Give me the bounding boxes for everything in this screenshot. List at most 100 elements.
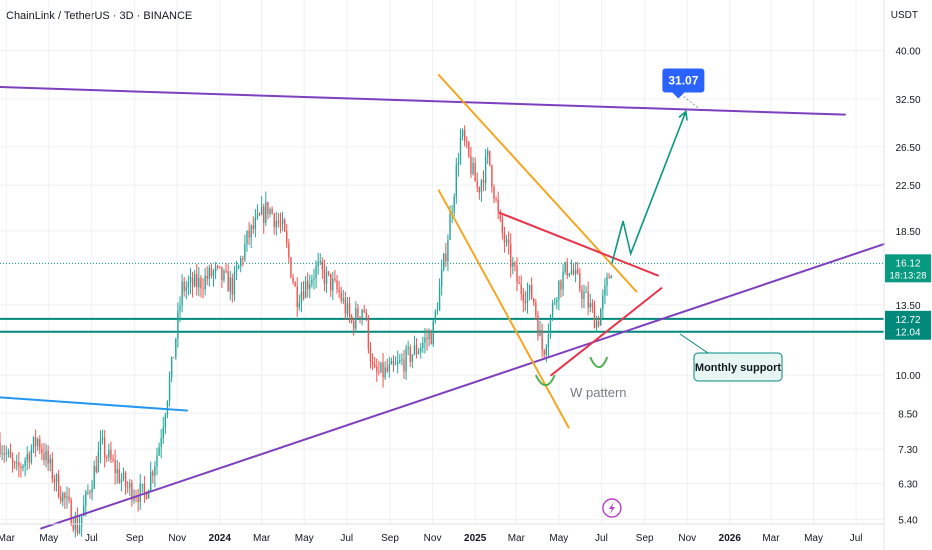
candle bbox=[401, 353, 403, 366]
candle-body bbox=[233, 271, 236, 295]
candle-body bbox=[30, 448, 33, 463]
candle bbox=[405, 344, 407, 381]
candle-body bbox=[93, 466, 95, 489]
candle bbox=[363, 304, 365, 314]
candle bbox=[112, 454, 114, 463]
candle bbox=[227, 264, 229, 292]
candle-body bbox=[137, 497, 139, 503]
candle-body bbox=[152, 471, 154, 476]
candle bbox=[579, 268, 581, 293]
candle-body bbox=[480, 180, 483, 193]
candle bbox=[60, 485, 62, 504]
candle-body bbox=[313, 278, 315, 280]
candle-body bbox=[474, 163, 476, 182]
candle bbox=[482, 170, 485, 192]
countdown-label: 18:13:28 bbox=[890, 270, 927, 281]
candle bbox=[455, 157, 458, 204]
candle-body bbox=[394, 363, 397, 365]
candle-body bbox=[189, 277, 192, 283]
candle-body bbox=[126, 487, 129, 489]
candle-body bbox=[45, 450, 47, 461]
candle-body bbox=[371, 361, 374, 365]
candle bbox=[22, 464, 24, 472]
candle bbox=[474, 157, 476, 182]
candle bbox=[267, 201, 269, 220]
candle bbox=[476, 172, 478, 193]
candle bbox=[7, 448, 10, 458]
candle bbox=[150, 461, 152, 493]
candle bbox=[237, 264, 240, 270]
candle-body bbox=[0, 442, 1, 455]
candle bbox=[355, 301, 357, 333]
candle bbox=[315, 260, 317, 289]
x-tick-label: Mar bbox=[762, 533, 780, 544]
candle-body bbox=[235, 268, 238, 272]
triangle-lower-line bbox=[550, 287, 663, 377]
candle-body bbox=[524, 301, 527, 304]
candle-body bbox=[114, 460, 116, 474]
candle-body bbox=[330, 273, 332, 291]
candle bbox=[120, 473, 123, 492]
candle-body bbox=[585, 291, 587, 293]
candle-body bbox=[440, 269, 443, 287]
x-tick-label: 2026 bbox=[719, 533, 742, 544]
candle bbox=[528, 284, 531, 301]
candle bbox=[13, 460, 16, 470]
candle-body bbox=[13, 461, 16, 464]
candle bbox=[365, 309, 367, 321]
candle-body bbox=[593, 306, 596, 329]
candle bbox=[219, 266, 221, 269]
candle-body bbox=[426, 337, 428, 340]
candle-body bbox=[384, 367, 386, 378]
candle bbox=[413, 335, 416, 356]
candle bbox=[101, 429, 104, 445]
candle bbox=[263, 203, 265, 234]
candle-body bbox=[225, 270, 227, 272]
candle-body bbox=[177, 311, 179, 339]
candle-body bbox=[432, 320, 434, 345]
candle bbox=[514, 260, 516, 272]
candle bbox=[204, 267, 206, 296]
candle bbox=[428, 328, 430, 347]
candle bbox=[545, 344, 548, 363]
candle-body bbox=[248, 230, 250, 238]
candle bbox=[240, 255, 242, 273]
candle-body bbox=[484, 156, 487, 184]
candle bbox=[214, 262, 217, 280]
candle bbox=[409, 344, 411, 367]
candle-body bbox=[396, 361, 399, 364]
candle bbox=[300, 281, 303, 313]
candle-body bbox=[36, 439, 39, 447]
candle bbox=[344, 291, 347, 320]
candle-body bbox=[198, 277, 200, 288]
candle-body bbox=[545, 347, 548, 355]
x-tick-label: Nov bbox=[678, 533, 696, 544]
candle-body bbox=[283, 219, 286, 232]
candle bbox=[179, 296, 181, 323]
candle-body bbox=[55, 474, 58, 483]
candle bbox=[434, 309, 437, 324]
candle-body bbox=[101, 438, 104, 440]
candle-body bbox=[415, 344, 418, 354]
candle-body bbox=[20, 466, 22, 469]
candle-body bbox=[457, 163, 460, 166]
candle bbox=[72, 518, 74, 533]
candle bbox=[175, 337, 177, 360]
candle-body bbox=[292, 277, 294, 283]
candle-body bbox=[445, 253, 447, 262]
candle bbox=[286, 224, 288, 249]
candle-body bbox=[568, 273, 571, 276]
candle bbox=[275, 211, 277, 236]
candle-body bbox=[135, 497, 137, 499]
candle bbox=[80, 516, 83, 537]
candle bbox=[541, 323, 543, 358]
candle bbox=[288, 238, 290, 264]
candle bbox=[512, 256, 514, 275]
price-axis-unit[interactable]: USDT bbox=[890, 10, 918, 21]
x-tick-label: 2024 bbox=[209, 533, 232, 544]
candle-body bbox=[196, 273, 198, 288]
candle bbox=[461, 128, 464, 141]
candle-body bbox=[139, 483, 141, 503]
